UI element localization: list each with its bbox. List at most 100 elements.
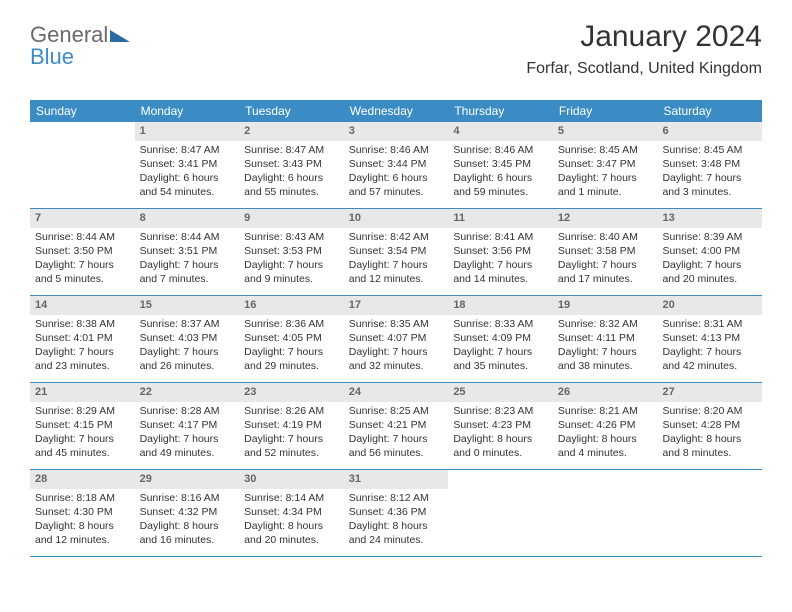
day-content: Sunrise: 8:31 AMSunset: 4:13 PMDaylight:… — [657, 315, 762, 378]
day-content: Sunrise: 8:36 AMSunset: 4:05 PMDaylight:… — [239, 315, 344, 378]
header-right: January 2024 Forfar, Scotland, United Ki… — [526, 20, 762, 78]
weekday-header: Saturday — [657, 100, 762, 122]
daylight-text: Daylight: 8 hours and 4 minutes. — [558, 432, 653, 460]
sunset-text: Sunset: 4:03 PM — [140, 331, 235, 345]
daylight-text: Daylight: 8 hours and 24 minutes. — [349, 519, 444, 547]
day-cell: 29Sunrise: 8:16 AMSunset: 4:32 PMDayligh… — [135, 470, 240, 556]
sunset-text: Sunset: 4:26 PM — [558, 418, 653, 432]
daylight-text: Daylight: 7 hours and 20 minutes. — [662, 258, 757, 286]
day-cell: . — [553, 470, 658, 556]
day-content: Sunrise: 8:47 AMSunset: 3:41 PMDaylight:… — [135, 141, 240, 204]
sunrise-text: Sunrise: 8:12 AM — [349, 491, 444, 505]
sunset-text: Sunset: 4:21 PM — [349, 418, 444, 432]
sunrise-text: Sunrise: 8:31 AM — [662, 317, 757, 331]
day-content: Sunrise: 8:41 AMSunset: 3:56 PMDaylight:… — [448, 228, 553, 291]
daylight-text: Daylight: 7 hours and 35 minutes. — [453, 345, 548, 373]
day-content: Sunrise: 8:46 AMSunset: 3:45 PMDaylight:… — [448, 141, 553, 204]
day-number: 14 — [30, 296, 135, 315]
day-content: Sunrise: 8:44 AMSunset: 3:51 PMDaylight:… — [135, 228, 240, 291]
day-cell: . — [657, 470, 762, 556]
day-number: 15 — [135, 296, 240, 315]
sunrise-text: Sunrise: 8:28 AM — [140, 404, 235, 418]
day-cell: 31Sunrise: 8:12 AMSunset: 4:36 PMDayligh… — [344, 470, 449, 556]
sunrise-text: Sunrise: 8:35 AM — [349, 317, 444, 331]
day-number: 22 — [135, 383, 240, 402]
calendar-table: SundayMondayTuesdayWednesdayThursdayFrid… — [30, 100, 762, 557]
week-row: .1Sunrise: 8:47 AMSunset: 3:41 PMDayligh… — [30, 122, 762, 209]
weekday-header: Thursday — [448, 100, 553, 122]
day-cell: 4Sunrise: 8:46 AMSunset: 3:45 PMDaylight… — [448, 122, 553, 208]
sunset-text: Sunset: 4:30 PM — [35, 505, 130, 519]
day-content: Sunrise: 8:32 AMSunset: 4:11 PMDaylight:… — [553, 315, 658, 378]
day-content: Sunrise: 8:25 AMSunset: 4:21 PMDaylight:… — [344, 402, 449, 465]
sunset-text: Sunset: 3:41 PM — [140, 157, 235, 171]
day-number: 1 — [135, 122, 240, 141]
sunset-text: Sunset: 4:11 PM — [558, 331, 653, 345]
sunset-text: Sunset: 3:56 PM — [453, 244, 548, 258]
day-number: 23 — [239, 383, 344, 402]
sunrise-text: Sunrise: 8:45 AM — [662, 143, 757, 157]
sunset-text: Sunset: 4:09 PM — [453, 331, 548, 345]
day-cell: 10Sunrise: 8:42 AMSunset: 3:54 PMDayligh… — [344, 209, 449, 295]
day-cell: 26Sunrise: 8:21 AMSunset: 4:26 PMDayligh… — [553, 383, 658, 469]
daylight-text: Daylight: 8 hours and 16 minutes. — [140, 519, 235, 547]
sunset-text: Sunset: 4:19 PM — [244, 418, 339, 432]
sunset-text: Sunset: 4:36 PM — [349, 505, 444, 519]
sunset-text: Sunset: 3:45 PM — [453, 157, 548, 171]
day-cell: 23Sunrise: 8:26 AMSunset: 4:19 PMDayligh… — [239, 383, 344, 469]
daylight-text: Daylight: 6 hours and 57 minutes. — [349, 171, 444, 199]
day-content: Sunrise: 8:45 AMSunset: 3:48 PMDaylight:… — [657, 141, 762, 204]
day-cell: . — [30, 122, 135, 208]
daylight-text: Daylight: 8 hours and 0 minutes. — [453, 432, 548, 460]
day-number: 6 — [657, 122, 762, 141]
sunrise-text: Sunrise: 8:29 AM — [35, 404, 130, 418]
daylight-text: Daylight: 6 hours and 59 minutes. — [453, 171, 548, 199]
day-content: Sunrise: 8:46 AMSunset: 3:44 PMDaylight:… — [344, 141, 449, 204]
day-content: Sunrise: 8:42 AMSunset: 3:54 PMDaylight:… — [344, 228, 449, 291]
sunrise-text: Sunrise: 8:43 AM — [244, 230, 339, 244]
day-cell: 15Sunrise: 8:37 AMSunset: 4:03 PMDayligh… — [135, 296, 240, 382]
day-cell: 17Sunrise: 8:35 AMSunset: 4:07 PMDayligh… — [344, 296, 449, 382]
daylight-text: Daylight: 8 hours and 20 minutes. — [244, 519, 339, 547]
day-number: 11 — [448, 209, 553, 228]
day-number: 18 — [448, 296, 553, 315]
weekday-header: Sunday — [30, 100, 135, 122]
sunset-text: Sunset: 3:50 PM — [35, 244, 130, 258]
day-cell: 22Sunrise: 8:28 AMSunset: 4:17 PMDayligh… — [135, 383, 240, 469]
day-content: Sunrise: 8:18 AMSunset: 4:30 PMDaylight:… — [30, 489, 135, 552]
day-cell: 28Sunrise: 8:18 AMSunset: 4:30 PMDayligh… — [30, 470, 135, 556]
sunset-text: Sunset: 4:15 PM — [35, 418, 130, 432]
weekday-header: Monday — [135, 100, 240, 122]
daylight-text: Daylight: 7 hours and 3 minutes. — [662, 171, 757, 199]
sunrise-text: Sunrise: 8:26 AM — [244, 404, 339, 418]
sunrise-text: Sunrise: 8:33 AM — [453, 317, 548, 331]
daylight-text: Daylight: 7 hours and 17 minutes. — [558, 258, 653, 286]
sunset-text: Sunset: 4:05 PM — [244, 331, 339, 345]
day-content: Sunrise: 8:44 AMSunset: 3:50 PMDaylight:… — [30, 228, 135, 291]
sunrise-text: Sunrise: 8:46 AM — [453, 143, 548, 157]
weeks-container: .1Sunrise: 8:47 AMSunset: 3:41 PMDayligh… — [30, 122, 762, 557]
weekday-header-row: SundayMondayTuesdayWednesdayThursdayFrid… — [30, 100, 762, 122]
day-content: Sunrise: 8:29 AMSunset: 4:15 PMDaylight:… — [30, 402, 135, 465]
day-content: Sunrise: 8:45 AMSunset: 3:47 PMDaylight:… — [553, 141, 658, 204]
day-number: 5 — [553, 122, 658, 141]
day-cell: 11Sunrise: 8:41 AMSunset: 3:56 PMDayligh… — [448, 209, 553, 295]
day-number: 17 — [344, 296, 449, 315]
day-cell: 20Sunrise: 8:31 AMSunset: 4:13 PMDayligh… — [657, 296, 762, 382]
day-content: Sunrise: 8:43 AMSunset: 3:53 PMDaylight:… — [239, 228, 344, 291]
day-number: 7 — [30, 209, 135, 228]
sunset-text: Sunset: 4:32 PM — [140, 505, 235, 519]
sunrise-text: Sunrise: 8:25 AM — [349, 404, 444, 418]
sunset-text: Sunset: 4:23 PM — [453, 418, 548, 432]
sunrise-text: Sunrise: 8:47 AM — [140, 143, 235, 157]
day-content: Sunrise: 8:14 AMSunset: 4:34 PMDaylight:… — [239, 489, 344, 552]
sunrise-text: Sunrise: 8:14 AM — [244, 491, 339, 505]
sunrise-text: Sunrise: 8:39 AM — [662, 230, 757, 244]
day-cell: 3Sunrise: 8:46 AMSunset: 3:44 PMDaylight… — [344, 122, 449, 208]
day-cell: 19Sunrise: 8:32 AMSunset: 4:11 PMDayligh… — [553, 296, 658, 382]
day-number: 16 — [239, 296, 344, 315]
day-cell: 5Sunrise: 8:45 AMSunset: 3:47 PMDaylight… — [553, 122, 658, 208]
day-number: 9 — [239, 209, 344, 228]
sunrise-text: Sunrise: 8:21 AM — [558, 404, 653, 418]
day-number: 20 — [657, 296, 762, 315]
